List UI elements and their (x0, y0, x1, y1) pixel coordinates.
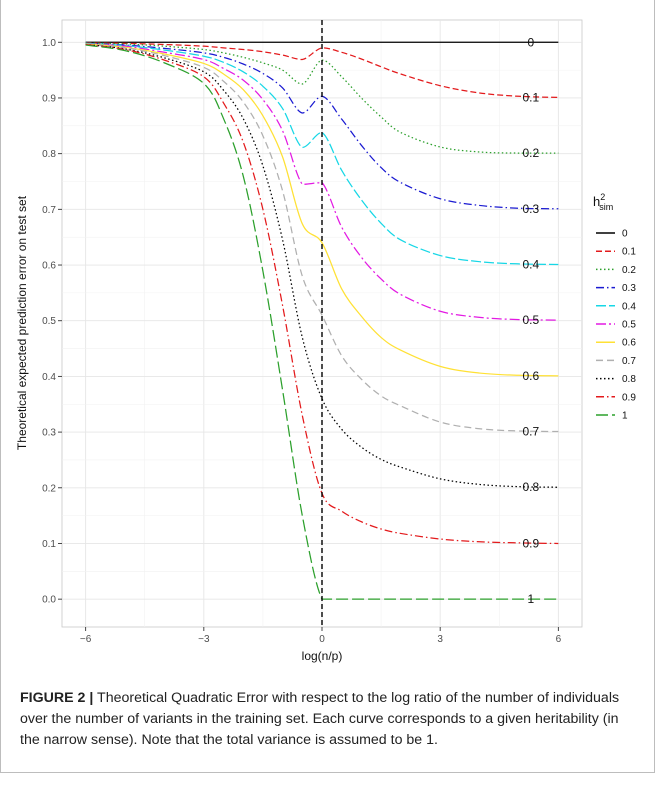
y-tick-label: 0.1 (42, 539, 56, 550)
series-line-0.2 (85, 42, 559, 154)
x-tick-label: 6 (556, 634, 562, 645)
series-line-0.6 (85, 43, 559, 377)
series-line-0.8 (85, 43, 559, 488)
caption-label: FIGURE 2 | (20, 690, 94, 706)
legend-title-base: h (593, 194, 600, 209)
legend-label-0.3: 0.3 (622, 283, 636, 294)
legend-label-0.1: 0.1 (622, 247, 636, 258)
end-label-0.5: 0.5 (522, 313, 539, 327)
legend-title-sup: 2 (600, 192, 605, 202)
legend-label-0: 0 (622, 229, 628, 240)
y-tick-label: 0.9 (42, 93, 56, 104)
y-tick-label: 0.2 (42, 483, 56, 494)
legend-title: h2 sim (593, 192, 613, 212)
end-label-0.9: 0.9 (522, 536, 539, 550)
y-tick-label: 0.7 (42, 205, 56, 216)
legend-label-0.6: 0.6 (622, 338, 636, 349)
legend-label-0.4: 0.4 (622, 301, 636, 312)
end-label-0.3: 0.3 (522, 202, 539, 216)
y-tick-label: 0.3 (42, 428, 56, 439)
end-labels: 0 0.1 0.2 0.3 0.4 0.5 0.6 0.7 0.8 0.9 1 (522, 35, 539, 606)
end-label-0.1: 0.1 (522, 90, 539, 104)
x-tick-label: 3 (437, 634, 443, 645)
caption-text: Theoretical Quadratic Error with respect… (20, 690, 620, 748)
x-tick-label: −3 (198, 634, 210, 645)
line-chart: 0 0.1 0.2 0.3 0.4 0.5 0.6 0.7 0.8 0.9 1 −6 −3 0 3 6 0.… (15, 19, 636, 663)
end-label-0.6: 0.6 (522, 369, 539, 383)
series-lines (85, 41, 559, 600)
legend-label-1: 1 (622, 411, 628, 422)
y-tick-label: 0.0 (42, 595, 56, 606)
x-tick-label: −6 (80, 634, 92, 645)
legend-label-0.5: 0.5 (622, 320, 636, 331)
series-line-0.5 (85, 43, 559, 321)
x-axis-ticks: −6 −3 0 3 6 (80, 627, 562, 645)
figure-caption: FIGURE 2 | Theoretical Quadratic Error w… (20, 688, 640, 751)
end-label-0.4: 0.4 (522, 257, 539, 271)
y-axis-title: Theoretical expected prediction error on… (15, 195, 29, 450)
end-label-0.2: 0.2 (522, 146, 539, 160)
x-axis-title: log(n/p) (302, 649, 343, 663)
end-label-1: 1 (527, 592, 534, 606)
y-tick-label: 0.6 (42, 261, 56, 272)
series-line-1 (85, 44, 559, 600)
legend-label-0.2: 0.2 (622, 265, 636, 276)
end-label-0: 0 (527, 35, 534, 49)
legend: h2 sim 0 0.1 0.2 0.3 0.4 0.5 0.6 0.7 0.8 0.9 1 (593, 192, 636, 422)
y-tick-label: 0.4 (42, 372, 56, 383)
legend-label-0.7: 0.7 (622, 356, 636, 367)
end-label-0.8: 0.8 (522, 480, 539, 494)
y-axis-ticks: 0.0 0.1 0.2 0.3 0.4 0.5 0.6 0.7 0.8 0.9 1.0 (42, 38, 62, 606)
series-line-0.3 (85, 42, 559, 210)
y-tick-label: 0.5 (42, 316, 56, 327)
series-line-0.9 (85, 43, 559, 545)
x-tick-label: 0 (319, 634, 325, 645)
series-line-0.1 (85, 42, 559, 99)
legend-label-0.8: 0.8 (622, 374, 636, 385)
y-tick-label: 0.8 (42, 149, 56, 160)
y-tick-label: 1.0 (42, 38, 56, 49)
series-line-0.7 (85, 43, 559, 433)
legend-title-sub: sim (599, 202, 613, 212)
end-label-0.7: 0.7 (522, 425, 539, 439)
legend-label-0.9: 0.9 (622, 392, 636, 403)
